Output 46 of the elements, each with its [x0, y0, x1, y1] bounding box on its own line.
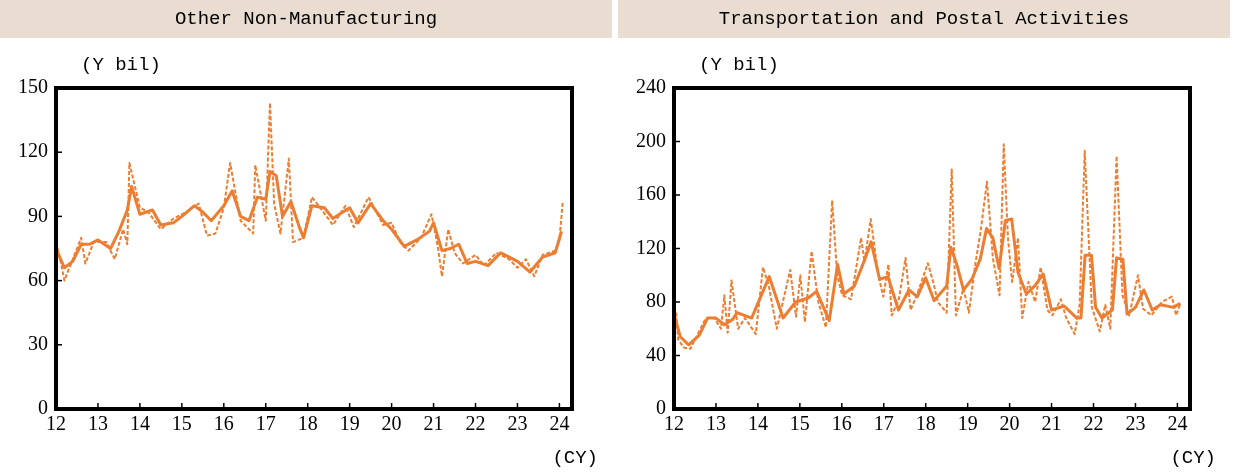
- y-tick-label: 30: [28, 332, 48, 355]
- x-tick-label: 16: [213, 412, 234, 435]
- x-tick-label: 12: [664, 412, 684, 435]
- x-tick-label: 14: [129, 412, 150, 435]
- x-tick-label: 16: [831, 412, 852, 435]
- y-tick-label: 80: [646, 289, 666, 312]
- x-tick-label: 23: [507, 412, 528, 435]
- y-tick-label: 60: [28, 267, 48, 290]
- x-tick-label: 18: [915, 412, 936, 435]
- y-tick-label: 40: [646, 342, 666, 365]
- x-tick-label: 17: [873, 412, 894, 435]
- y-tick-label: 160: [636, 182, 666, 205]
- y-tick-label: 90: [28, 203, 48, 226]
- x-tick-label: 15: [789, 412, 810, 435]
- x-tick-label: 20: [381, 412, 402, 435]
- y-tick-label: 0: [656, 396, 666, 419]
- y-axis-title: (Y bil): [699, 53, 779, 76]
- x-tick-label: 18: [297, 412, 318, 435]
- y-axis-title: (Y bil): [81, 53, 161, 76]
- x-tick-label: 13: [87, 412, 108, 435]
- chart-title: Other Non-Manufacturing: [0, 0, 612, 38]
- x-tick-label: 22: [465, 412, 486, 435]
- x-axis-title: (CY): [1170, 446, 1216, 469]
- x-tick-label: 19: [957, 412, 978, 435]
- line-series: [56, 101, 564, 282]
- x-tick-label: 19: [339, 412, 360, 435]
- x-tick-label: 21: [423, 412, 444, 435]
- y-tick-label: 120: [636, 235, 666, 258]
- x-tick-label: 20: [999, 412, 1020, 435]
- x-tick-label: 17: [255, 412, 276, 435]
- x-tick-label: 22: [1083, 412, 1104, 435]
- x-tick-label: 13: [705, 412, 726, 435]
- y-tick-label: 150: [18, 75, 48, 98]
- y-tick-label: 200: [636, 128, 666, 151]
- y-tick-label: 120: [18, 139, 48, 162]
- y-tick-label: 0: [38, 396, 48, 419]
- chart-title: Transportation and Postal Activities: [618, 0, 1230, 38]
- x-tick-label: 24: [549, 412, 570, 435]
- x-tick-label: 14: [747, 412, 768, 435]
- x-axis-title: (CY): [552, 446, 598, 469]
- x-tick-label: 23: [1125, 412, 1146, 435]
- x-tick-label: 21: [1041, 412, 1062, 435]
- y-tick-label: 240: [636, 75, 666, 98]
- x-tick-label: 24: [1167, 412, 1188, 435]
- x-tick-label: 15: [171, 412, 192, 435]
- x-tick-label: 12: [46, 412, 66, 435]
